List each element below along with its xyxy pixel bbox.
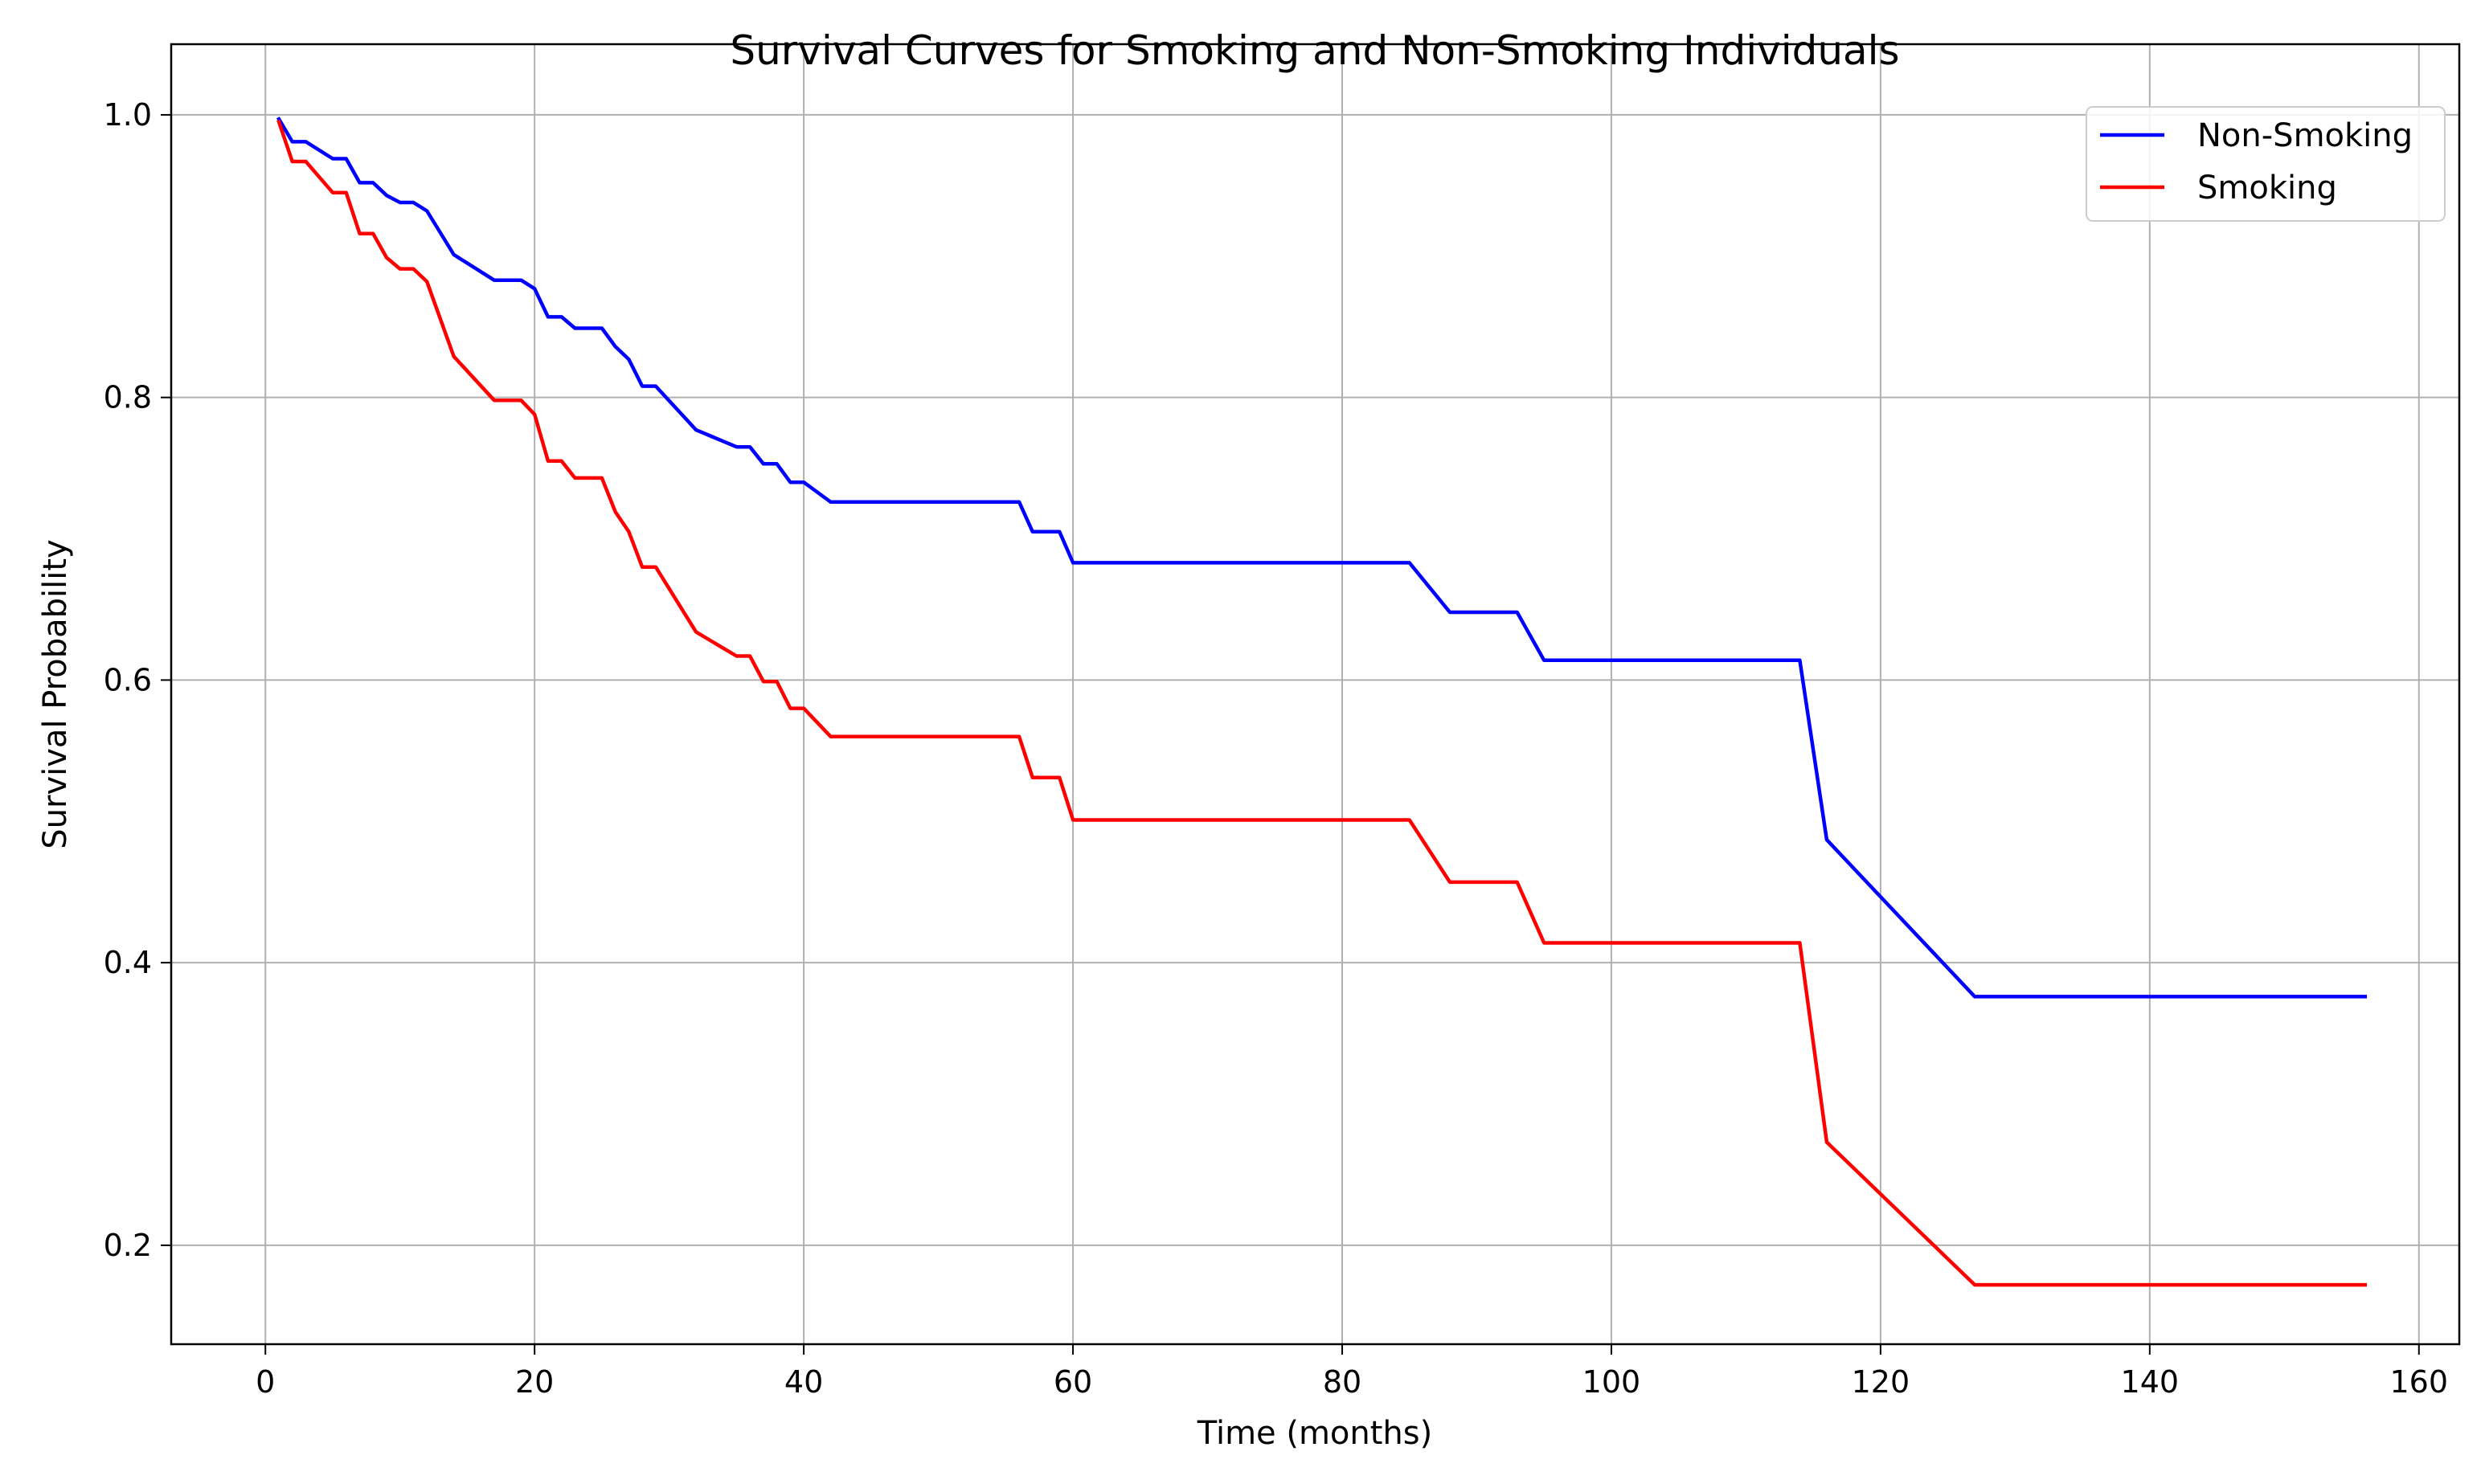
legend-label-non-smoking: Non-Smoking <box>2197 117 2413 154</box>
x-tick-label: 120 <box>1852 1364 1910 1400</box>
axis-ticks: 0 20 40 60 80 100 120 140 160 0.2 0.4 0.6 0.8 1.0 <box>104 97 2448 1400</box>
series-lines <box>276 117 2368 1287</box>
x-tick-label: 60 <box>1054 1364 1092 1400</box>
chart-title: Survival Curves for Smoking and Non-Smok… <box>730 27 1899 74</box>
y-axis-label: Survival Probability <box>37 539 74 848</box>
plot-frame <box>170 43 2461 1346</box>
x-tick-label: 0 <box>256 1364 275 1400</box>
y-tick-label: 0.6 <box>104 662 152 697</box>
x-tick-label: 140 <box>2121 1364 2180 1400</box>
x-axis-label: Time (months) <box>1197 1415 1432 1452</box>
y-tick-label: 0.8 <box>104 380 152 415</box>
legend-label-smoking: Smoking <box>2197 170 2337 206</box>
legend: Non-Smoking Smoking <box>2086 106 2446 222</box>
x-tick-label: 160 <box>2389 1364 2448 1400</box>
series-line-smoking <box>276 119 2368 1287</box>
y-tick-label: 1.0 <box>104 97 152 133</box>
x-tick-label: 100 <box>1582 1364 1641 1400</box>
y-tick-label: 0.4 <box>104 945 152 980</box>
x-tick-label: 20 <box>515 1364 554 1400</box>
x-tick-label: 80 <box>1323 1364 1361 1400</box>
legend-box <box>2086 106 2446 222</box>
series-line-non-smoking <box>276 117 2368 999</box>
grid-lines <box>171 44 2459 1344</box>
x-tick-label: 40 <box>784 1364 823 1400</box>
y-tick-label: 0.2 <box>104 1228 152 1263</box>
